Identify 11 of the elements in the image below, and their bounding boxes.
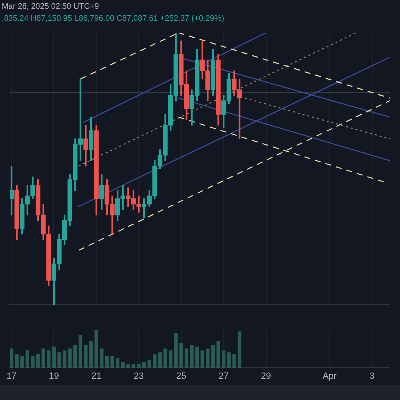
x-tick-label: Apr	[322, 371, 337, 382]
x-tick-label: 27	[218, 371, 229, 382]
chart-title: Mar 28, 2025 02:50 UTC+9	[2, 2, 100, 11]
x-tick-label: 3	[370, 371, 375, 382]
x-tick-label: 21	[92, 371, 102, 382]
x-tick-label: 19	[49, 371, 60, 382]
x-tick-label: 29	[261, 371, 272, 382]
x-tick-label: 17	[6, 371, 17, 382]
text: ,835.24 H87,150.95 L86,796.00 C87,087.61 +252.37 (+0.29%)	[2, 14, 224, 23]
x-tick-label: 23	[134, 371, 144, 382]
x-tick-label: 25	[176, 371, 186, 382]
